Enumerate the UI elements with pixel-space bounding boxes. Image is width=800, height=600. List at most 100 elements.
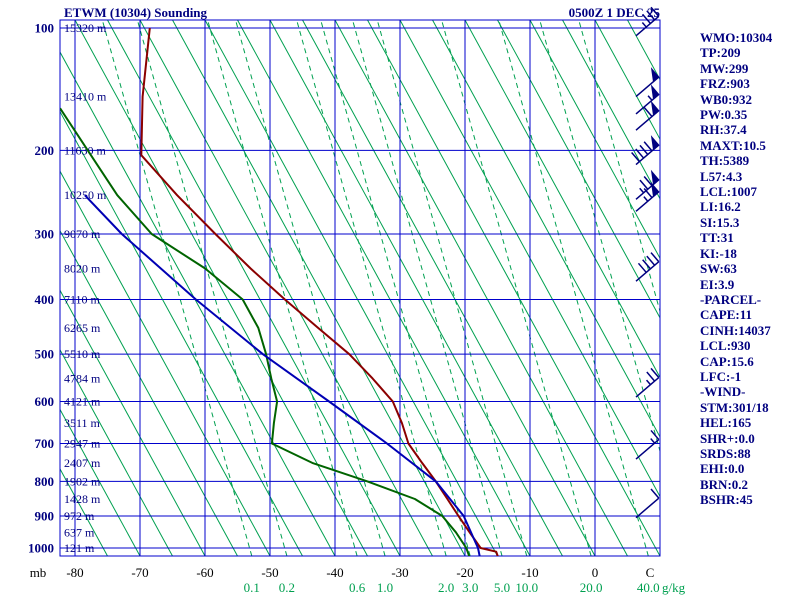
stat-line: SRDS:88: [700, 445, 751, 461]
svg-text:13410 m: 13410 m: [64, 90, 107, 104]
stat-line: WB0:932: [700, 91, 752, 107]
svg-text:5.0: 5.0: [494, 580, 510, 595]
stat-line: SI:15.3: [700, 214, 740, 230]
svg-text:1000: 1000: [28, 541, 54, 556]
svg-text:-60: -60: [196, 565, 213, 580]
svg-text:0.6: 0.6: [349, 580, 366, 595]
wind-barbs: [631, 6, 660, 519]
svg-text:1902 m: 1902 m: [64, 474, 101, 488]
svg-text:1.0: 1.0: [377, 580, 393, 595]
stat-line: SW:63: [700, 261, 737, 277]
stat-line: CAPE:11: [700, 307, 752, 323]
stat-line: EI:3.9: [700, 276, 735, 292]
svg-text:800: 800: [35, 474, 55, 489]
svg-text:3511 m: 3511 m: [64, 416, 101, 430]
svg-text:121 m: 121 m: [64, 541, 95, 555]
svg-text:-70: -70: [131, 565, 148, 580]
svg-text:-20: -20: [456, 565, 473, 580]
svg-text:7110 m: 7110 m: [64, 292, 101, 306]
chart-datetime: 0500Z 1 DEC 25: [568, 5, 660, 20]
plot-border: [59, 19, 661, 557]
temp-unit-label: C: [646, 565, 655, 580]
svg-text:972 m: 972 m: [64, 509, 95, 523]
svg-text:3.0: 3.0: [462, 580, 478, 595]
svg-text:600: 600: [35, 394, 55, 409]
stat-line: RH:37.4: [700, 122, 747, 138]
mixing-ratio-lines: [101, 20, 660, 556]
svg-text:5510 m: 5510 m: [64, 347, 101, 361]
stat-line: SHR+:0.0: [700, 430, 755, 446]
pressure-temp-grid: [60, 20, 660, 556]
svg-text:0: 0: [592, 565, 599, 580]
svg-text:100: 100: [35, 21, 55, 36]
svg-text:1428 m: 1428 m: [64, 492, 101, 506]
wind-barb: [635, 100, 660, 131]
stat-line: EHI:0.0: [700, 461, 745, 477]
svg-text:0.2: 0.2: [279, 580, 295, 595]
svg-text:4121 m: 4121 m: [64, 394, 101, 408]
stat-line: -PARCEL-: [700, 291, 762, 307]
stat-line: MW:299: [700, 60, 749, 76]
stat-line: KI:-18: [700, 245, 737, 261]
stat-line: TP:209: [700, 45, 741, 61]
wind-barb: [635, 488, 660, 519]
stat-line: PW:0.35: [700, 107, 748, 123]
svg-text:-80: -80: [66, 565, 83, 580]
svg-text:700: 700: [35, 436, 55, 451]
svg-text:-50: -50: [261, 565, 278, 580]
parcel-trace: [84, 194, 481, 556]
dewpoint-trace: [60, 107, 471, 556]
stats-panel: WMO:10304 TP:209 MW:299 FRZ:903 WB0:932 PW:0.…: [700, 30, 772, 508]
svg-text:11630 m: 11630 m: [64, 143, 107, 157]
wind-barb: [635, 84, 660, 115]
stat-line: CINH:14037: [700, 322, 771, 338]
svg-text:637 m: 637 m: [64, 525, 95, 539]
svg-text:900: 900: [35, 509, 55, 524]
mixing-ratio-labels: 0.1 0.2 0.6 1.0 2.0 3.0 5.0 10.0 20.0 40.0 g/kg: [244, 580, 686, 595]
svg-text:15320 m: 15320 m: [64, 21, 107, 35]
wind-barb: [635, 181, 660, 212]
wind-barb: [631, 135, 660, 166]
svg-text:0.1: 0.1: [244, 580, 260, 595]
svg-text:20.0: 20.0: [580, 580, 603, 595]
wind-barb: [635, 252, 660, 282]
svg-text:300: 300: [35, 226, 55, 241]
stat-line: -WIND-: [700, 384, 746, 400]
svg-text:4784 m: 4784 m: [64, 372, 101, 386]
stat-line: LI:16.2: [700, 199, 741, 215]
mixing-ratio-unit-label: g/kg: [662, 580, 686, 595]
stat-line: CAP:15.6: [700, 353, 754, 369]
svg-text:40.0: 40.0: [637, 580, 660, 595]
svg-text:500: 500: [35, 347, 55, 362]
stat-line: TT:31: [700, 230, 734, 246]
pressure-axis-labels: 100 200 300 400 500 600 700 800 900 1000: [28, 21, 54, 556]
temp-axis-labels: -80 -70 -60 -50 -40 -30 -20 -10 0 mb C: [30, 565, 655, 580]
wind-barb: [635, 367, 660, 398]
wind-barb: [635, 6, 660, 37]
stat-line: L57:4.3: [700, 168, 743, 184]
wind-barb: [635, 67, 660, 98]
svg-text:400: 400: [35, 292, 55, 307]
stat-line: LCL:930: [700, 338, 751, 354]
stat-line: WMO:10304: [700, 30, 773, 45]
svg-text:-10: -10: [521, 565, 538, 580]
svg-text:10.0: 10.0: [515, 580, 538, 595]
wind-barb: [635, 429, 660, 460]
pressure-unit-label: mb: [30, 565, 47, 580]
svg-text:8020 m: 8020 m: [64, 261, 101, 275]
stat-line: BRN:0.2: [700, 476, 749, 492]
stat-line: FRZ:903: [700, 76, 750, 92]
svg-text:-40: -40: [326, 565, 343, 580]
temperature-trace: [140, 27, 499, 556]
stat-line: LFC:-1: [700, 368, 742, 384]
stat-line: HEL:165: [700, 415, 752, 431]
svg-text:6265 m: 6265 m: [64, 321, 101, 335]
chart-title: ETWM (10304) Sounding: [64, 5, 208, 20]
svg-text:9070 m: 9070 m: [64, 227, 101, 241]
svg-text:-30: -30: [391, 565, 408, 580]
wind-barb: [635, 169, 660, 200]
svg-text:2.0: 2.0: [438, 580, 454, 595]
